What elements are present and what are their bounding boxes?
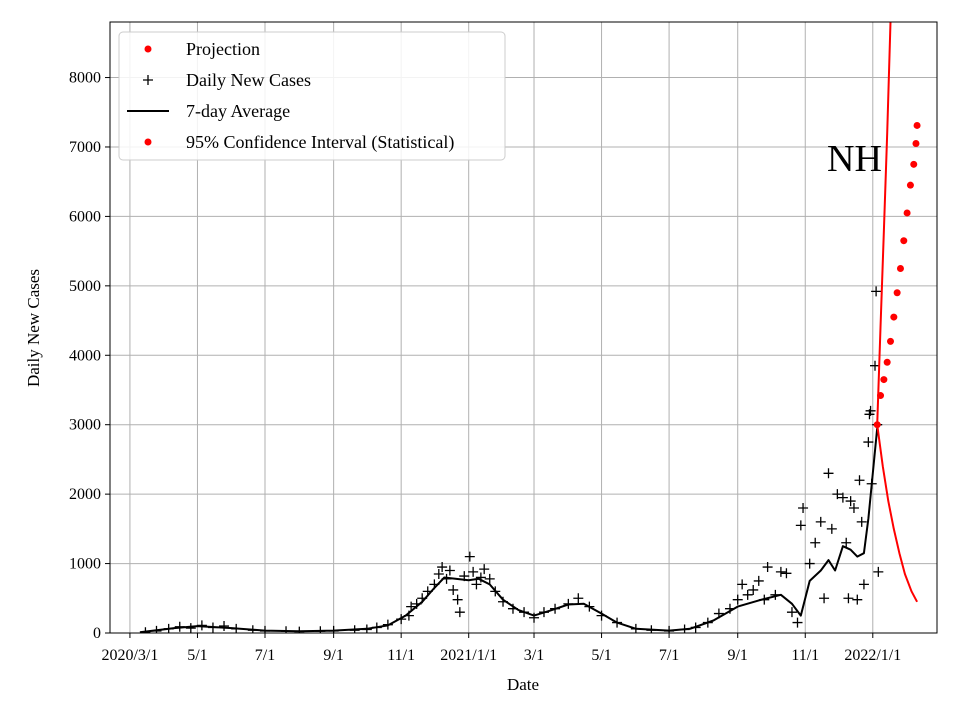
- series-0-point-38: [479, 564, 490, 575]
- series-0-point-86: [852, 594, 863, 605]
- series-0-point-27: [437, 562, 448, 573]
- legend-label-1: Daily New Cases: [186, 70, 311, 90]
- series-2-point-7: [896, 264, 904, 272]
- series-0-point-66: [762, 562, 773, 573]
- series-3-line: [876, 22, 892, 425]
- series-0-point-77: [819, 593, 830, 604]
- legend-marker-3: [144, 138, 152, 146]
- y-tick-label-4: 4000: [69, 347, 101, 364]
- series-0-point-89: [858, 579, 869, 590]
- legend: Projection Daily New Cases 7-day Average 95…: [118, 31, 506, 161]
- series-0-point-82: [841, 537, 852, 548]
- series-0-point-83: [843, 593, 854, 604]
- series-0-point-4: [185, 623, 196, 633]
- series-2-point-3: [883, 358, 891, 366]
- series-0-point-32: [454, 607, 465, 618]
- series-0-point-85: [848, 503, 859, 514]
- series-0-point-7: [219, 621, 230, 632]
- x-tick-label-4: 11/1: [387, 647, 415, 664]
- plot-area: [139, 22, 921, 633]
- series-2-point-5: [890, 313, 898, 321]
- series-0-point-63: [748, 584, 759, 595]
- x-tick-label-10: 11/1: [791, 647, 819, 664]
- axis-ticks: 2020/3/1 5/1 7/1 9/1 11/1 2021/1/1 3/1 5/1 7/1 9/…: [69, 70, 901, 664]
- series-0-point-72: [795, 520, 806, 531]
- y-tick-label-7: 7000: [69, 139, 101, 156]
- legend-label-2: 7-day Average: [186, 101, 290, 121]
- series-0-point-30: [448, 584, 459, 595]
- y-axis-label: Daily New Cases: [24, 269, 43, 387]
- series-2-point-2: [880, 376, 888, 384]
- series-0-point-75: [810, 537, 821, 548]
- x-axis-label: Date: [507, 675, 539, 694]
- y-tick-label-1: 1000: [69, 556, 101, 573]
- series-0-point-61: [737, 579, 748, 590]
- x-tick-label-11: 2022/1/1: [844, 647, 901, 664]
- y-tick-label-5: 5000: [69, 278, 101, 295]
- series-0-point-81: [837, 492, 848, 503]
- series-0-point-34: [464, 551, 475, 562]
- series-0-point-68: [775, 566, 786, 577]
- x-tick-label-0: 2020/3/1: [101, 647, 158, 664]
- state-annotation: NH: [827, 138, 882, 180]
- legend-label-0: Projection: [186, 39, 260, 59]
- series-0-point-62: [742, 589, 753, 600]
- x-tick-label-7: 5/1: [591, 647, 611, 664]
- legend-box: [118, 31, 506, 161]
- series-4-line: [876, 424, 918, 603]
- legend-label-3: 95% Confidence Interval (Statistical): [186, 132, 454, 153]
- series-0-point-84: [845, 496, 856, 507]
- series-2-point-8: [900, 237, 908, 245]
- series-2-point-9: [903, 209, 911, 217]
- series-0-point-76: [815, 516, 826, 527]
- series-0-point-95: [871, 286, 882, 297]
- series-0-point-60: [732, 594, 743, 605]
- series-2-point-4: [887, 337, 895, 345]
- series-0-point-92: [865, 405, 876, 416]
- x-tick-label-9: 9/1: [727, 647, 747, 664]
- series-0-point-26: [433, 568, 444, 579]
- series-0-point-70: [786, 607, 797, 618]
- series-0-point-88: [856, 516, 867, 527]
- y-tick-label-3: 3000: [69, 417, 101, 434]
- series-2-point-10: [906, 181, 914, 189]
- series-2-point-12: [912, 140, 920, 148]
- series-2-point-6: [893, 289, 901, 297]
- x-tick-label-8: 7/1: [659, 647, 679, 664]
- series-0-point-79: [826, 523, 837, 534]
- series-0-point-97: [873, 566, 884, 577]
- series-2-point-11: [910, 160, 918, 168]
- series-0-point-78: [823, 468, 834, 479]
- series-0-point-69: [781, 568, 792, 579]
- x-tick-label-3: 9/1: [323, 647, 343, 664]
- series-0-point-35: [468, 566, 479, 577]
- series-0-point-87: [854, 475, 865, 486]
- plot-frame: [109, 21, 938, 634]
- legend-marker-1: [143, 75, 153, 85]
- y-tick-label-2: 2000: [69, 486, 101, 503]
- series-0-point-39: [484, 573, 495, 584]
- y-tick-label-6: 6000: [69, 208, 101, 225]
- x-tick-label-6: 3/1: [524, 647, 544, 664]
- x-tick-label-5: 2021/1/1: [440, 647, 497, 664]
- series-0-point-80: [832, 489, 843, 500]
- legend-marker-0: [144, 45, 152, 53]
- series-0-point-73: [798, 503, 809, 514]
- y-tick-label-8: 8000: [69, 70, 101, 87]
- series-0-point-64: [753, 575, 764, 586]
- series-0-point-48: [573, 593, 584, 604]
- x-tick-label-1: 5/1: [187, 647, 207, 664]
- series-0-point-44: [529, 612, 540, 623]
- series-0-point-29: [444, 565, 455, 576]
- y-tick-label-0: 0: [93, 625, 101, 642]
- x-tick-label-2: 7/1: [255, 647, 275, 664]
- series-1-line: [139, 428, 879, 633]
- series-0-point-74: [804, 558, 815, 569]
- series-0-point-36: [471, 579, 482, 590]
- series-0-point-71: [792, 617, 803, 628]
- series-0-point-90: [863, 437, 874, 448]
- series-0-point-31: [452, 594, 463, 605]
- series-2-point-13: [913, 121, 921, 129]
